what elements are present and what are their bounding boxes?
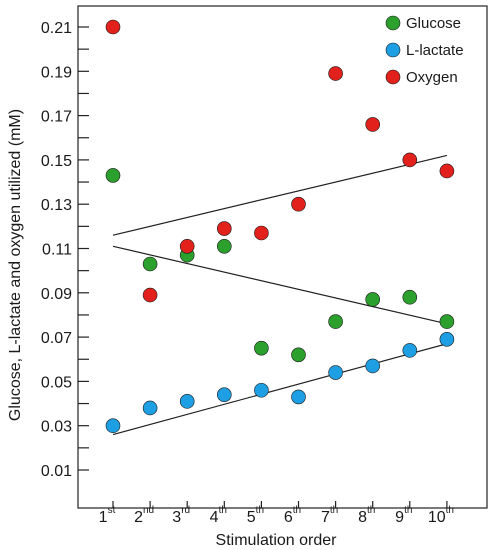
data-point [105,418,121,434]
legend-label: L-lactate [406,42,464,59]
y-tick-label: 0.07 [41,330,72,347]
x-tick-label: 8th [358,505,375,526]
x-axis: 1st 2nd 3rd 4th 5th 6th 7th 8th 9th 10th [99,501,454,526]
y-tick-label: 0.13 [41,197,72,214]
x-tick-label: 1st [99,505,116,526]
x-tick-label: 4th [210,505,227,526]
y-tick-label: 0.21 [41,20,72,37]
trendline-l-lactate [112,343,448,436]
data-point [439,163,455,179]
trendline-oxygen [112,154,448,236]
y-tick-label: 0.15 [41,153,72,170]
data-point [365,292,381,307]
data-point [142,256,158,272]
x-tick-label: 3rd [172,505,190,526]
data-point [254,382,269,398]
trendlines [112,154,448,436]
legend-label: Glucose [406,15,461,32]
plot-border [77,5,488,509]
legend: Glucose L-lactate Oxygen [385,15,464,86]
data-point [291,347,306,363]
data-point [328,314,343,329]
data-point [365,358,381,374]
x-tick-label: 5th [247,505,264,526]
data-point [402,289,418,305]
y-tick-label: 0.03 [41,419,72,436]
series-oxygen [105,19,455,303]
trendline-glucose [112,245,448,325]
data-point [217,221,232,236]
x-tick-label: 7th [321,505,338,526]
legend-label: Oxygen [406,69,458,86]
y-tick-label: 0.05 [41,374,72,391]
legend-marker [385,42,401,58]
data-point [365,117,381,132]
y-axis: 0.01 0.03 0.05 0.07 0.09 0.11 0.13 0.15 0.17 0.19… [41,20,89,480]
x-tick-label: 6th [284,505,301,526]
data-point [402,152,418,168]
data-point [179,238,195,254]
data-point [105,168,121,183]
y-tick-label: 0.17 [41,109,72,126]
y-tick-label: 0.09 [41,286,72,303]
series-glucose [105,168,455,363]
x-tick-label: 9th [395,505,412,526]
data-point [439,314,455,329]
data-point [328,365,343,380]
y-tick-label: 0.19 [41,64,72,81]
legend-marker [385,15,401,31]
data-point [254,340,269,356]
y-tick-label: 0.11 [42,242,72,259]
y-tick-label: 0.01 [41,463,72,480]
x-tick-label: 2nd [134,505,154,526]
y-axis-title: Glucose, L-lactate and oxygen utilized (… [7,109,24,421]
data-point [291,389,306,405]
data-point [217,238,232,254]
data-point [142,400,158,416]
data-point [328,66,343,81]
data-point [439,332,455,347]
data-point [105,19,121,35]
data-point [291,196,306,212]
data-point [402,343,418,358]
data-point [217,387,232,402]
data-point [142,287,158,303]
data-points [105,19,455,434]
series-l-lactate [105,332,455,434]
legend-marker [385,69,401,85]
x-axis-title: Stimulation order [216,532,338,549]
plot-frame [77,5,488,509]
data-point [254,225,269,241]
x-tick-label: 10th [428,505,454,526]
data-point [179,394,195,409]
